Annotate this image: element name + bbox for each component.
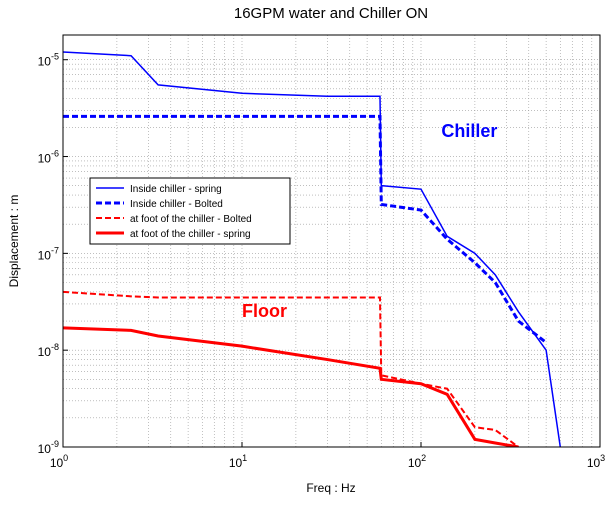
tick-label: 103 xyxy=(587,453,605,470)
chart-title: 16GPM water and Chiller ON xyxy=(234,5,428,22)
series-line xyxy=(63,290,519,447)
x-axis-label: Freq : Hz xyxy=(306,481,355,495)
annotation: Floor xyxy=(242,301,287,321)
legend-label: at foot of the chiller - spring xyxy=(130,229,251,240)
legend-label: Inside chiller - Bolted xyxy=(130,199,223,210)
tick-label: 10-9 xyxy=(38,439,59,456)
legend-label: at foot of the chiller - Bolted xyxy=(130,214,252,225)
tick-label: 101 xyxy=(229,453,247,470)
plot-frame xyxy=(62,34,601,448)
y-axis-label: Displacement : m xyxy=(7,195,21,288)
tick-label: 10-8 xyxy=(38,342,59,359)
annotation: Chiller xyxy=(441,121,497,141)
tick-label: 10-7 xyxy=(38,245,59,262)
tick-label: 10-5 xyxy=(38,52,59,69)
legend-label: Inside chiller - spring xyxy=(130,184,222,195)
tick-label: 102 xyxy=(408,453,426,470)
tick-label: 10-6 xyxy=(38,149,59,166)
series-line xyxy=(63,51,562,447)
tick-label: 100 xyxy=(50,453,68,470)
series-line xyxy=(63,114,548,344)
series-line xyxy=(63,326,519,447)
